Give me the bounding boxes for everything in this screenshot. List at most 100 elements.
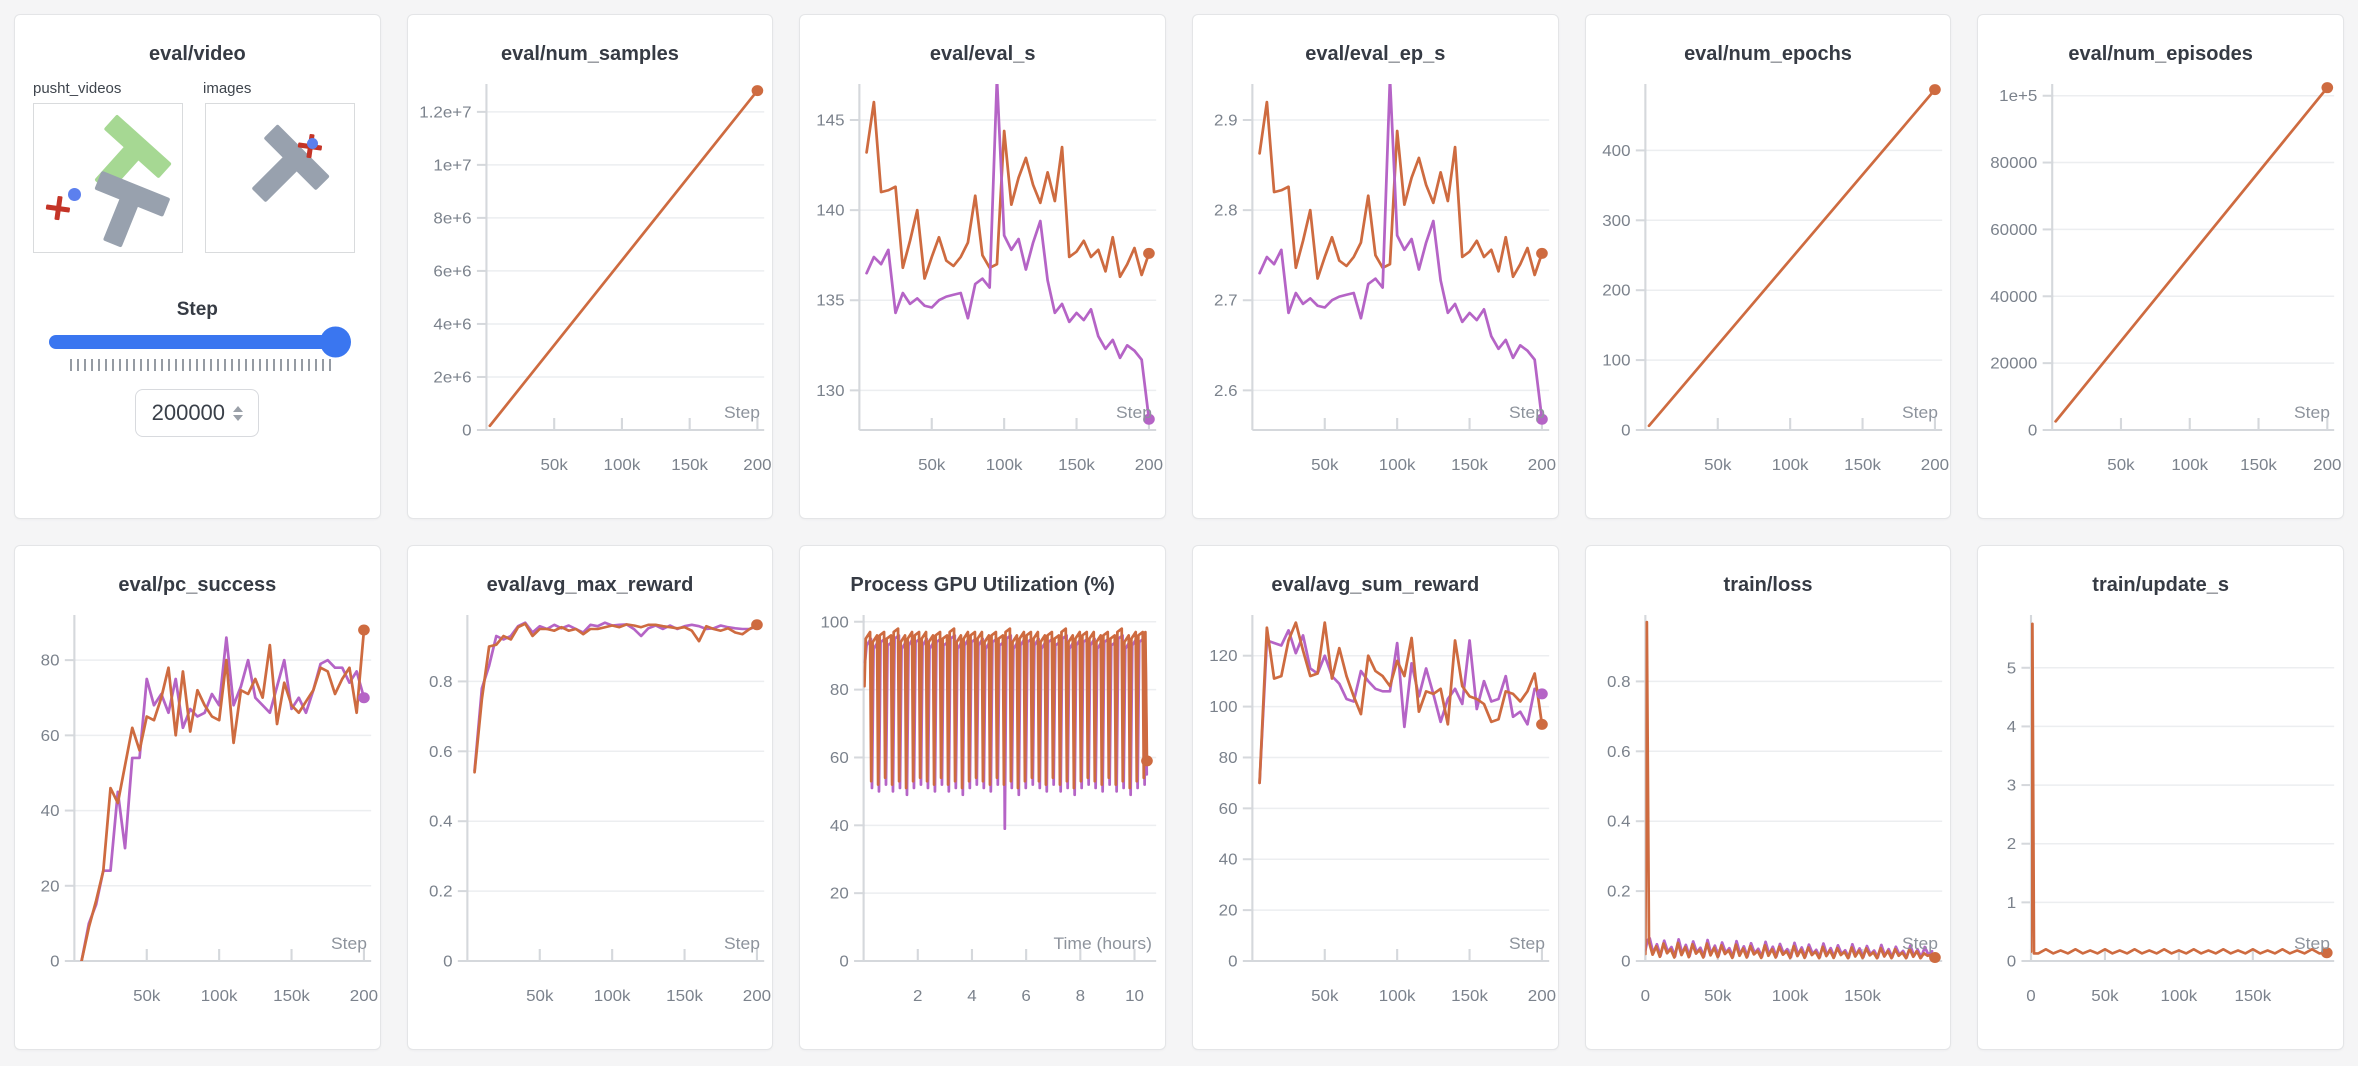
- svg-text:150k: 150k: [1058, 456, 1096, 473]
- agent-dot: [307, 138, 318, 149]
- step-slider-handle[interactable]: [320, 326, 352, 358]
- svg-text:50k: 50k: [133, 987, 161, 1004]
- images-thumbnail[interactable]: [205, 103, 355, 253]
- svg-text:80000: 80000: [1991, 154, 2038, 171]
- chart-title: eval/num_samples: [501, 43, 679, 65]
- svg-text:0: 0: [443, 953, 452, 970]
- svg-text:5: 5: [2007, 660, 2016, 677]
- svg-text:100k: 100k: [201, 987, 239, 1004]
- svg-text:Step: Step: [1902, 934, 1938, 952]
- svg-text:50k: 50k: [1311, 987, 1339, 1004]
- svg-text:20: 20: [1219, 902, 1238, 919]
- svg-text:Step: Step: [724, 403, 760, 421]
- chevron-down-icon[interactable]: [233, 414, 244, 421]
- svg-text:200: 200: [1920, 456, 1948, 473]
- svg-text:0: 0: [2007, 953, 2016, 970]
- svg-text:60000: 60000: [1991, 221, 2038, 238]
- panel-train-loss: train/loss 0 0.2 0.4 0.6 0.8 0 50k 100k 150k Step: [1584, 545, 1952, 1050]
- svg-text:40: 40: [1219, 851, 1238, 868]
- svg-text:0: 0: [1640, 987, 1649, 1004]
- svg-text:300: 300: [1602, 212, 1630, 229]
- chart-title: eval/avg_sum_reward: [1271, 574, 1480, 596]
- media-label-pusht-videos: pusht_videos: [33, 80, 122, 97]
- svg-text:20000: 20000: [1991, 355, 2038, 372]
- svg-text:3: 3: [2007, 777, 2016, 794]
- chart-train-loss[interactable]: 0 0.2 0.4 0.6 0.8 0 50k 100k 150k Step: [1586, 605, 1951, 1029]
- svg-text:150k: 150k: [2240, 456, 2278, 473]
- panel-eval-avg-max-reward: eval/avg_max_reward 0 0.2 0.4 0.6 0.8 50k 100k…: [406, 545, 774, 1050]
- chart-title: train/loss: [1723, 574, 1813, 596]
- svg-text:200: 200: [1528, 987, 1556, 1004]
- svg-text:0.8: 0.8: [429, 673, 453, 690]
- chart-title: eval/pc_success: [118, 574, 277, 596]
- svg-text:100k: 100k: [1771, 456, 1809, 473]
- svg-text:0: 0: [1621, 953, 1630, 970]
- svg-text:60: 60: [1219, 800, 1238, 817]
- agent-dot: [68, 188, 81, 201]
- svg-text:2: 2: [913, 987, 922, 1004]
- chart-train-update-s[interactable]: 0 1 2 3 4 5 0 50k 100k 150k Step: [1978, 605, 2343, 1029]
- svg-text:Step: Step: [1116, 403, 1152, 421]
- svg-text:2.9: 2.9: [1214, 112, 1238, 129]
- media-label-images: images: [203, 80, 252, 97]
- svg-text:0.4: 0.4: [429, 813, 453, 830]
- panel-eval-pc-success: eval/pc_success 0 20 40 60 80 50k 100k 150k 200 S…: [14, 545, 381, 1050]
- svg-text:0.6: 0.6: [1607, 743, 1631, 760]
- svg-text:6: 6: [1022, 987, 1031, 1004]
- svg-text:1: 1: [2007, 894, 2016, 911]
- media-labels: pusht_videos images: [33, 80, 380, 97]
- panel-eval-num-episodes: eval/num_episodes 0 20000 40000 60000 80000 1…: [1977, 14, 2344, 519]
- svg-text:100: 100: [1209, 699, 1237, 716]
- svg-text:Step: Step: [2294, 403, 2330, 421]
- panel-eval-num-samples: eval/num_samples 0 2e+6 4e+6 6e+6 8e+6 1e+7 1.…: [406, 14, 774, 519]
- chart-eval-num-samples[interactable]: 0 2e+6 4e+6 6e+6 8e+6 1e+7 1.2e+7 50k 100k 150k 20…: [408, 74, 773, 498]
- step-value: 200000: [151, 400, 226, 425]
- chart-title: eval/avg_max_reward: [486, 574, 694, 596]
- svg-text:150k: 150k: [273, 987, 311, 1004]
- chart-title: eval/num_episodes: [2068, 43, 2253, 65]
- chart-eval-pc-success[interactable]: 0 20 40 60 80 50k 100k 150k 200 Step: [15, 605, 380, 1029]
- chart-eval-num-episodes[interactable]: 0 20000 40000 60000 80000 1e+5 50k 100k 150k 200 S…: [1978, 74, 2343, 498]
- step-slider-label: Step: [176, 299, 218, 320]
- svg-text:50k: 50k: [1704, 456, 1732, 473]
- chart-eval-avg-max-reward[interactable]: 0 0.2 0.4 0.6 0.8 50k 100k 150k 200 Step: [408, 605, 773, 1029]
- chart-eval-num-epochs[interactable]: 0 100 200 300 400 50k 100k 150k 200 Step: [1586, 74, 1951, 498]
- step-stepper[interactable]: [233, 405, 244, 421]
- panel-gpu-utilization: Process GPU Utilization (%) 0 20 40 60 80 100…: [799, 545, 1166, 1050]
- svg-text:80: 80: [830, 682, 849, 699]
- media-row: [33, 103, 380, 253]
- svg-text:2.8: 2.8: [1214, 202, 1238, 219]
- chevron-up-icon[interactable]: [233, 405, 244, 412]
- step-slider[interactable]: [49, 326, 352, 358]
- svg-text:0: 0: [840, 953, 849, 970]
- chart-gpu-utilization[interactable]: 0 20 40 60 80 100 2 4 6 8 10 Time (hours): [800, 605, 1165, 1029]
- svg-text:145: 145: [817, 112, 845, 129]
- svg-text:130: 130: [817, 382, 845, 399]
- svg-text:0.2: 0.2: [429, 883, 453, 900]
- svg-text:150k: 150k: [2235, 987, 2273, 1004]
- chart-eval-eval-s[interactable]: 130 135 140 145 50k 100k 150k 200 Step: [800, 74, 1165, 498]
- svg-text:100k: 100k: [2172, 456, 2210, 473]
- svg-text:100k: 100k: [1771, 987, 1809, 1004]
- svg-text:100k: 100k: [593, 987, 631, 1004]
- svg-text:120: 120: [1209, 648, 1237, 665]
- chart-title: eval/num_epochs: [1684, 43, 1852, 65]
- chart-title: eval/eval_ep_s: [1305, 43, 1446, 65]
- svg-text:0.4: 0.4: [1607, 813, 1631, 830]
- svg-text:140: 140: [817, 202, 845, 219]
- panel-eval-video: eval/video pusht_videos images: [14, 14, 381, 519]
- step-value-input[interactable]: 200000: [135, 389, 260, 437]
- svg-text:80: 80: [1219, 749, 1238, 766]
- svg-text:50k: 50k: [2108, 456, 2136, 473]
- chart-eval-avg-sum-reward[interactable]: 0 20 40 60 80 100 120 50k 100k 150k 200 Step: [1193, 605, 1558, 1029]
- svg-text:50k: 50k: [526, 987, 554, 1004]
- pusht-video-thumbnail[interactable]: [33, 103, 183, 253]
- svg-text:200: 200: [742, 987, 770, 1004]
- chart-eval-eval-ep-s[interactable]: 2.6 2.7 2.8 2.9 50k 100k 150k 200 Step: [1193, 74, 1558, 498]
- svg-text:4e+6: 4e+6: [433, 316, 471, 333]
- svg-text:100: 100: [1602, 352, 1630, 369]
- svg-text:40000: 40000: [1991, 288, 2038, 305]
- svg-text:0.2: 0.2: [1607, 883, 1631, 900]
- svg-text:0: 0: [1621, 422, 1630, 439]
- svg-text:0: 0: [462, 422, 471, 439]
